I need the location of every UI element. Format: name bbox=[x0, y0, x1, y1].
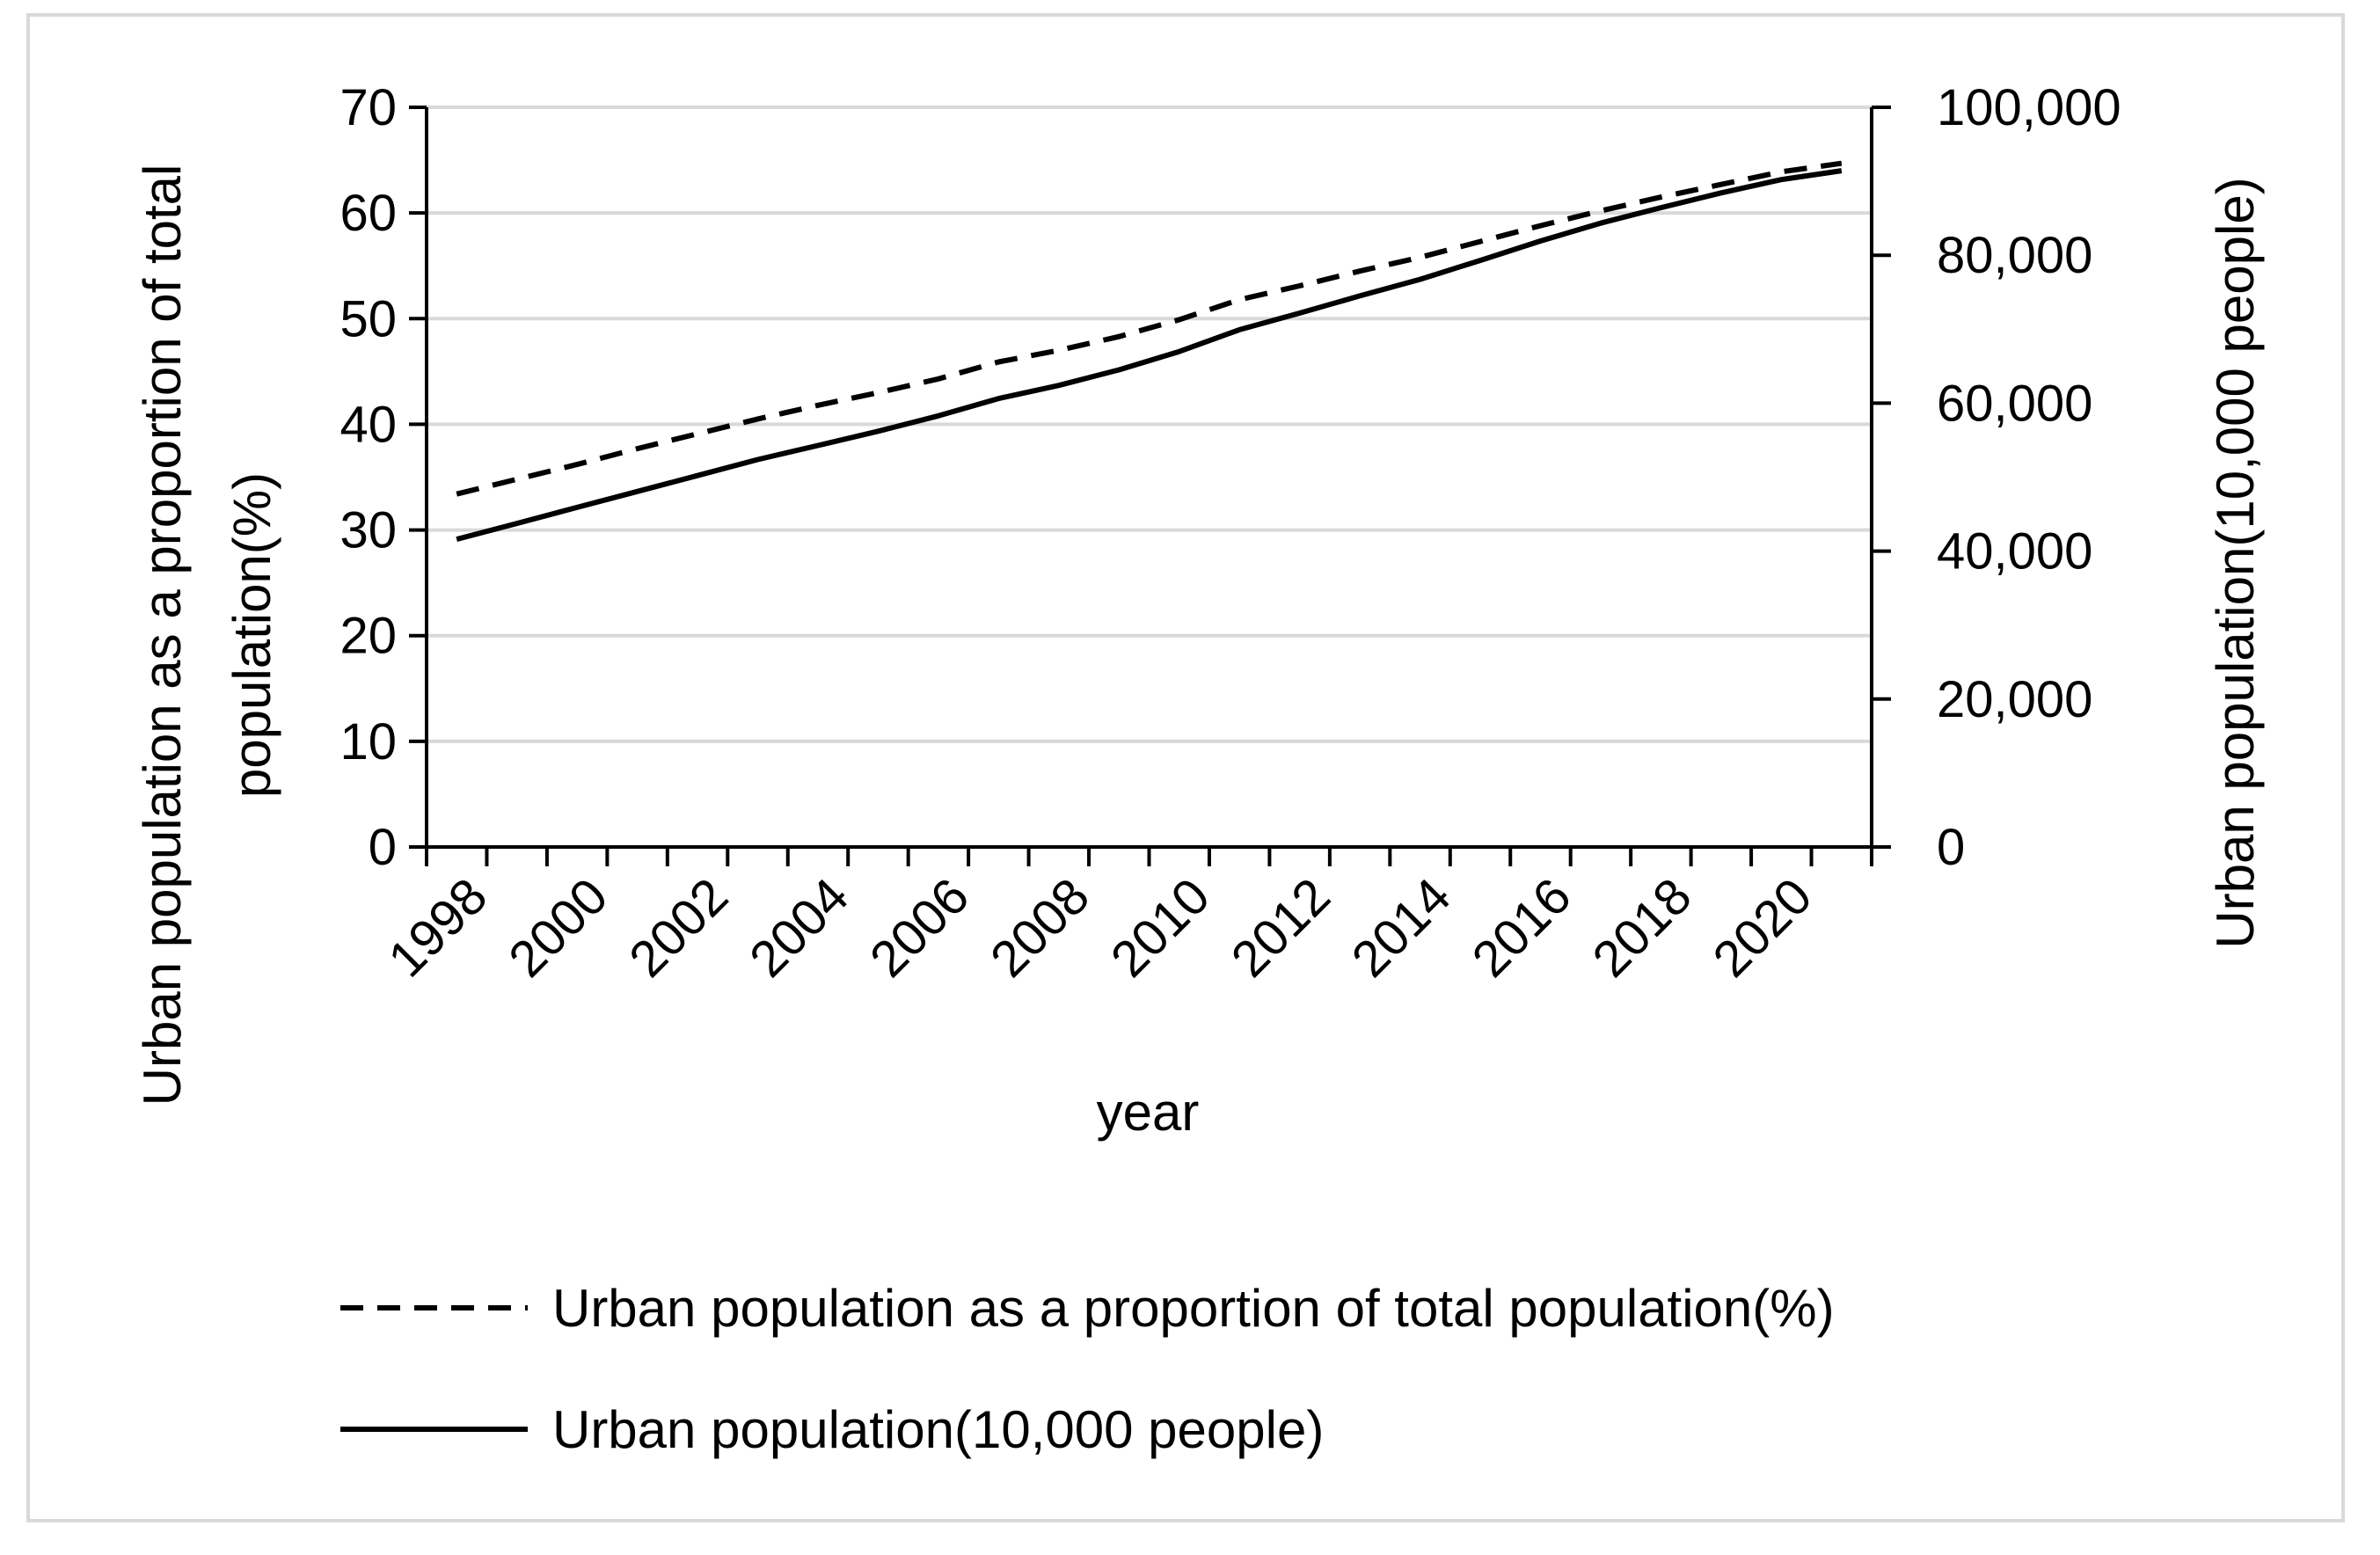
x-tick-label: 2008 bbox=[980, 867, 1100, 988]
y-left-tick-label: 10 bbox=[339, 713, 397, 770]
x-tick-label: 2018 bbox=[1581, 867, 1702, 988]
y-left-tick-label: 50 bbox=[339, 290, 397, 347]
gridlines bbox=[427, 106, 1872, 743]
y-left-tick-label: 30 bbox=[339, 502, 397, 559]
x-tick-label: 1998 bbox=[377, 867, 498, 988]
series-line-proportion-dashed bbox=[456, 160, 1843, 497]
x-tick-label: 2000 bbox=[498, 867, 618, 988]
series-lines bbox=[456, 160, 1843, 543]
y-left-tick-label: 0 bbox=[369, 819, 397, 876]
y-right-tick-label: 20,000 bbox=[1937, 671, 2092, 728]
y-right-tick-label: 100,000 bbox=[1937, 79, 2121, 136]
y-right-tick-label: 60,000 bbox=[1937, 375, 2092, 432]
y-right-tick-label: 0 bbox=[1937, 819, 1965, 876]
y-axis-right-title: Urban population(10,000 people) bbox=[2206, 177, 2265, 948]
y-left-tick-label: 20 bbox=[339, 608, 397, 665]
y-left-tick-label: 40 bbox=[339, 396, 397, 453]
chart-frame bbox=[26, 13, 2345, 1522]
y-right-tick-label: 40,000 bbox=[1937, 523, 2092, 580]
y-left-tick-label: 70 bbox=[339, 79, 397, 136]
y-right-tick-label: 80,000 bbox=[1937, 227, 2092, 284]
x-tick-label: 2002 bbox=[618, 867, 739, 988]
y-left-tick-label: 60 bbox=[339, 185, 397, 242]
x-tick-label: 2014 bbox=[1341, 867, 1462, 988]
series-line-population-solid bbox=[456, 168, 1843, 543]
x-tick-label: 2020 bbox=[1702, 867, 1822, 988]
x-tick-label: 2010 bbox=[1100, 867, 1221, 988]
x-tick-label: 2006 bbox=[859, 867, 980, 988]
x-tick-label: 2012 bbox=[1221, 867, 1341, 988]
x-axis-title: year bbox=[1097, 1083, 1200, 1142]
legend-entry-population: Urban population(10,000 people) bbox=[552, 1400, 1324, 1459]
y-axis-left-title-line1: Urban population as a proportion of tota… bbox=[133, 164, 192, 1106]
legend-entry-proportion: Urban population as a proportion of tota… bbox=[552, 1279, 1835, 1338]
y-axis-left-title-line2: population(%) bbox=[223, 472, 281, 798]
legend: Urban population as a proportion of tota… bbox=[340, 1279, 1835, 1459]
axes bbox=[409, 106, 1891, 866]
x-tick-label: 2016 bbox=[1461, 867, 1581, 988]
x-tick-label: 2004 bbox=[739, 867, 859, 988]
